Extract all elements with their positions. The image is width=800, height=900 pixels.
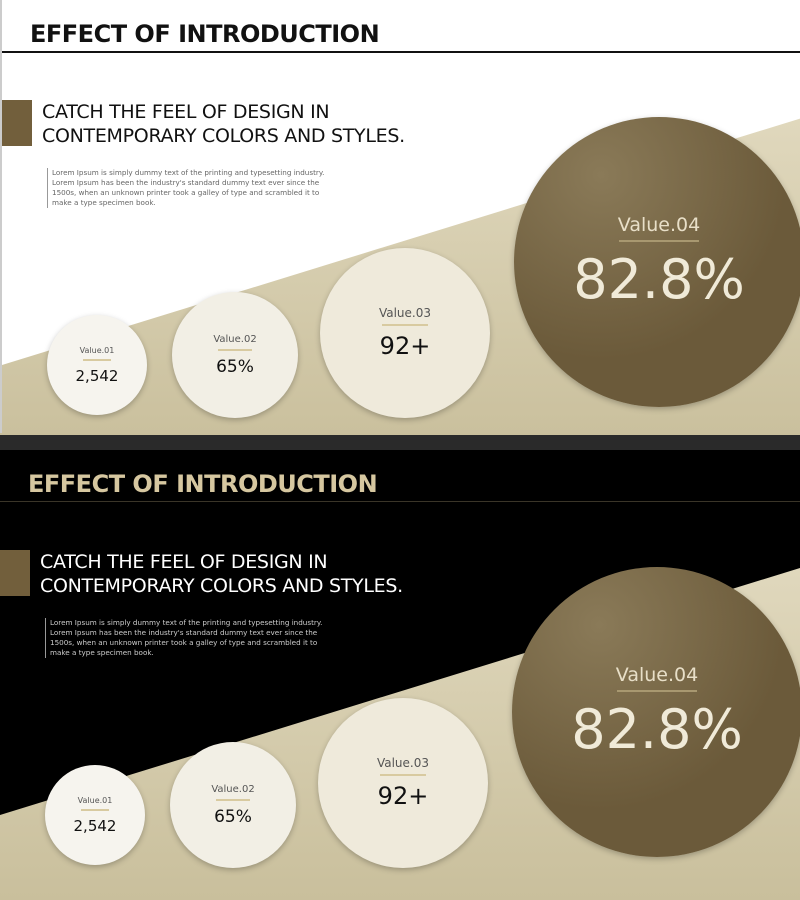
- value-label: Value.04: [615, 663, 699, 686]
- value-number: 2,542: [75, 366, 119, 385]
- value-circle-2: Value.02 65%: [172, 292, 298, 418]
- value-circle-2: Value.02 65%: [170, 742, 296, 868]
- value-circle-4: Value.04 82.8%: [514, 117, 800, 407]
- headline: CATCH THE FEEL OF DESIGN IN CONTEMPORARY …: [40, 550, 403, 598]
- value-label: Value.04: [617, 213, 701, 236]
- value-circle-1: Value.01 2,542: [47, 315, 147, 415]
- value-circle-1: Value.01 2,542: [45, 765, 145, 865]
- slide-separator: [0, 433, 800, 450]
- value-label: Value.01: [79, 345, 115, 355]
- light-slide: EFFECT OF INTRODUCTION CATCH THE FEEL OF…: [0, 0, 800, 433]
- value-number: 65%: [214, 806, 252, 827]
- headline-line-1: CATCH THE FEEL OF DESIGN IN: [42, 101, 330, 123]
- value-number: 82.8%: [573, 247, 745, 311]
- headline-line-2: CONTEMPORARY COLORS AND STYLES.: [42, 125, 405, 147]
- accent-square: [2, 100, 32, 146]
- body-text: Lorem Ipsum is simply dummy text of the …: [45, 618, 330, 658]
- dark-slide: EFFECT OF INTRODUCTION CATCH THE FEEL OF…: [0, 450, 800, 900]
- value-label: Value.01: [77, 795, 113, 805]
- value-underline: [217, 348, 253, 351]
- value-label: Value.03: [376, 756, 430, 770]
- value-underline: [379, 774, 427, 776]
- value-underline: [617, 689, 697, 692]
- value-circle-3: Value.03 92+: [318, 698, 488, 868]
- value-label: Value.03: [378, 306, 432, 320]
- accent-square: [0, 550, 30, 596]
- value-number: 92+: [379, 332, 431, 360]
- value-number: 2,542: [73, 816, 117, 835]
- value-number: 92+: [377, 782, 429, 810]
- value-number: 65%: [216, 356, 254, 377]
- value-underline: [215, 798, 251, 801]
- value-underline: [619, 239, 699, 242]
- slide-title: EFFECT OF INTRODUCTION: [28, 470, 378, 498]
- value-label: Value.02: [213, 333, 257, 345]
- body-text: Lorem Ipsum is simply dummy text of the …: [47, 168, 332, 208]
- value-circle-3: Value.03 92+: [320, 248, 490, 418]
- slide-title: EFFECT OF INTRODUCTION: [30, 20, 380, 48]
- headline-line-2: CONTEMPORARY COLORS AND STYLES.: [40, 575, 403, 597]
- headline: CATCH THE FEEL OF DESIGN IN CONTEMPORARY …: [42, 100, 405, 148]
- value-label: Value.02: [211, 783, 255, 795]
- title-divider: [2, 51, 800, 53]
- value-circle-4: Value.04 82.8%: [512, 567, 800, 857]
- value-underline: [381, 324, 429, 326]
- value-number: 82.8%: [571, 697, 743, 761]
- title-divider: [0, 501, 800, 502]
- value-underline: [81, 808, 109, 811]
- value-underline: [83, 358, 111, 361]
- headline-line-1: CATCH THE FEEL OF DESIGN IN: [40, 551, 328, 573]
